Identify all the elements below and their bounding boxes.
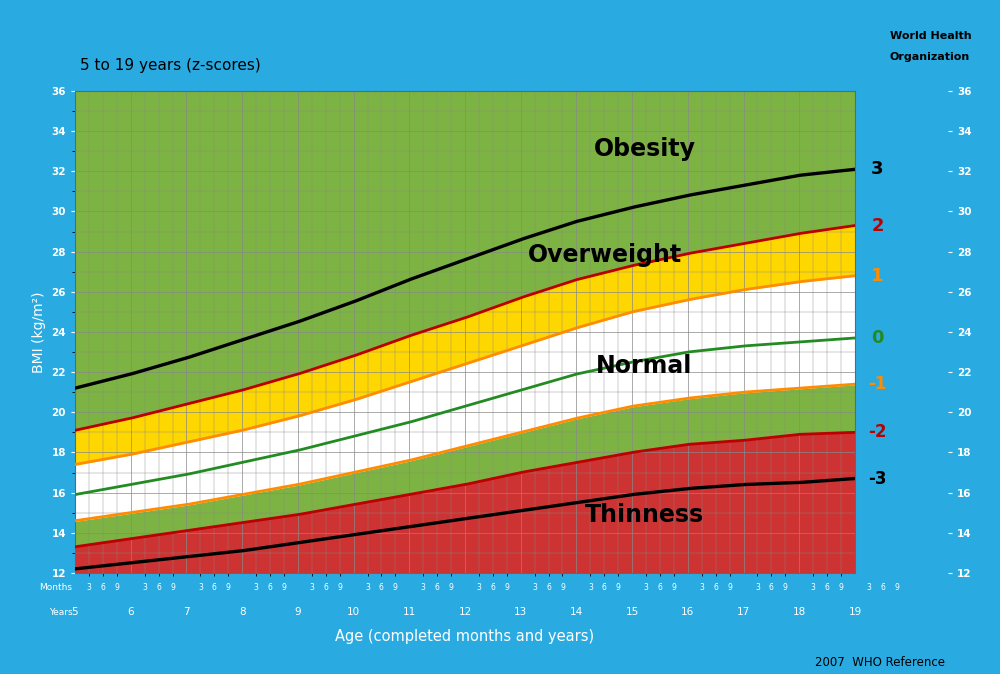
Text: 3: 3 <box>86 582 91 592</box>
Text: 9: 9 <box>114 582 119 592</box>
Text: 1: 1 <box>871 267 884 284</box>
Text: 9: 9 <box>170 582 175 592</box>
Text: 6: 6 <box>546 582 551 592</box>
Text: Overweight: Overweight <box>528 243 682 267</box>
Text: 9: 9 <box>616 582 621 592</box>
Text: 17: 17 <box>737 607 750 617</box>
Text: 3: 3 <box>476 582 481 592</box>
Text: 9: 9 <box>671 582 676 592</box>
Text: Organization: Organization <box>890 53 970 62</box>
Text: -1: -1 <box>868 375 887 393</box>
Text: 2007  WHO Reference: 2007 WHO Reference <box>815 656 945 669</box>
Text: 3: 3 <box>871 160 884 179</box>
Text: Normal: Normal <box>596 354 693 377</box>
Text: BMI-for-age  BOYS: BMI-for-age BOYS <box>80 16 512 59</box>
Text: 6: 6 <box>880 582 885 592</box>
Text: 11: 11 <box>403 607 416 617</box>
Text: 3: 3 <box>699 582 704 592</box>
Text: 13: 13 <box>514 607 527 617</box>
Text: 5: 5 <box>72 607 78 617</box>
Text: 6: 6 <box>268 582 272 592</box>
Text: Months: Months <box>39 582 72 592</box>
Text: 3: 3 <box>365 582 370 592</box>
Text: 3: 3 <box>644 582 649 592</box>
Text: 6: 6 <box>323 582 328 592</box>
Text: 6: 6 <box>435 582 440 592</box>
Text: 6: 6 <box>212 582 217 592</box>
Text: 3: 3 <box>588 582 593 592</box>
Text: 0: 0 <box>871 329 884 347</box>
Text: 9: 9 <box>504 582 509 592</box>
Text: 6: 6 <box>490 582 495 592</box>
Text: 3: 3 <box>198 582 203 592</box>
Text: 6: 6 <box>658 582 662 592</box>
Text: 9: 9 <box>337 582 342 592</box>
Text: 6: 6 <box>100 582 105 592</box>
Text: 9: 9 <box>226 582 231 592</box>
Text: Obesity: Obesity <box>593 137 695 161</box>
Text: -3: -3 <box>868 470 887 487</box>
Text: 9: 9 <box>894 582 899 592</box>
Text: -2: -2 <box>868 423 887 441</box>
Text: 9: 9 <box>295 607 301 617</box>
Text: 9: 9 <box>839 582 844 592</box>
Text: 6: 6 <box>769 582 774 592</box>
Text: 14: 14 <box>570 607 583 617</box>
Text: 6: 6 <box>156 582 161 592</box>
Text: 6: 6 <box>825 582 830 592</box>
Text: 3: 3 <box>532 582 537 592</box>
Text: 6: 6 <box>602 582 607 592</box>
Y-axis label: BMI (kg/m²): BMI (kg/m²) <box>32 291 46 373</box>
Text: 3: 3 <box>811 582 816 592</box>
Text: 3: 3 <box>309 582 314 592</box>
Text: Age (completed months and years): Age (completed months and years) <box>335 630 595 644</box>
Text: 3: 3 <box>866 582 871 592</box>
Text: 15: 15 <box>626 607 639 617</box>
Text: 9: 9 <box>783 582 788 592</box>
Text: World Health: World Health <box>890 32 972 41</box>
Text: 5 to 19 years (z-scores): 5 to 19 years (z-scores) <box>80 58 261 73</box>
Text: 6: 6 <box>713 582 718 592</box>
Text: 9: 9 <box>393 582 398 592</box>
Text: 6: 6 <box>127 607 134 617</box>
Text: 6: 6 <box>379 582 384 592</box>
Text: 3: 3 <box>254 582 259 592</box>
Text: 2: 2 <box>871 216 884 235</box>
Text: 9: 9 <box>727 582 732 592</box>
Text: 12: 12 <box>458 607 472 617</box>
Text: 7: 7 <box>183 607 190 617</box>
Text: Thinness: Thinness <box>585 503 704 527</box>
Text: 9: 9 <box>281 582 286 592</box>
Text: 3: 3 <box>421 582 426 592</box>
Text: 3: 3 <box>755 582 760 592</box>
Text: 19: 19 <box>848 607 862 617</box>
Text: Years: Years <box>49 608 72 617</box>
Text: 16: 16 <box>681 607 694 617</box>
Text: 9: 9 <box>560 582 565 592</box>
Text: 9: 9 <box>449 582 454 592</box>
Text: 3: 3 <box>142 582 147 592</box>
Text: 8: 8 <box>239 607 245 617</box>
Text: 10: 10 <box>347 607 360 617</box>
Text: 18: 18 <box>793 607 806 617</box>
